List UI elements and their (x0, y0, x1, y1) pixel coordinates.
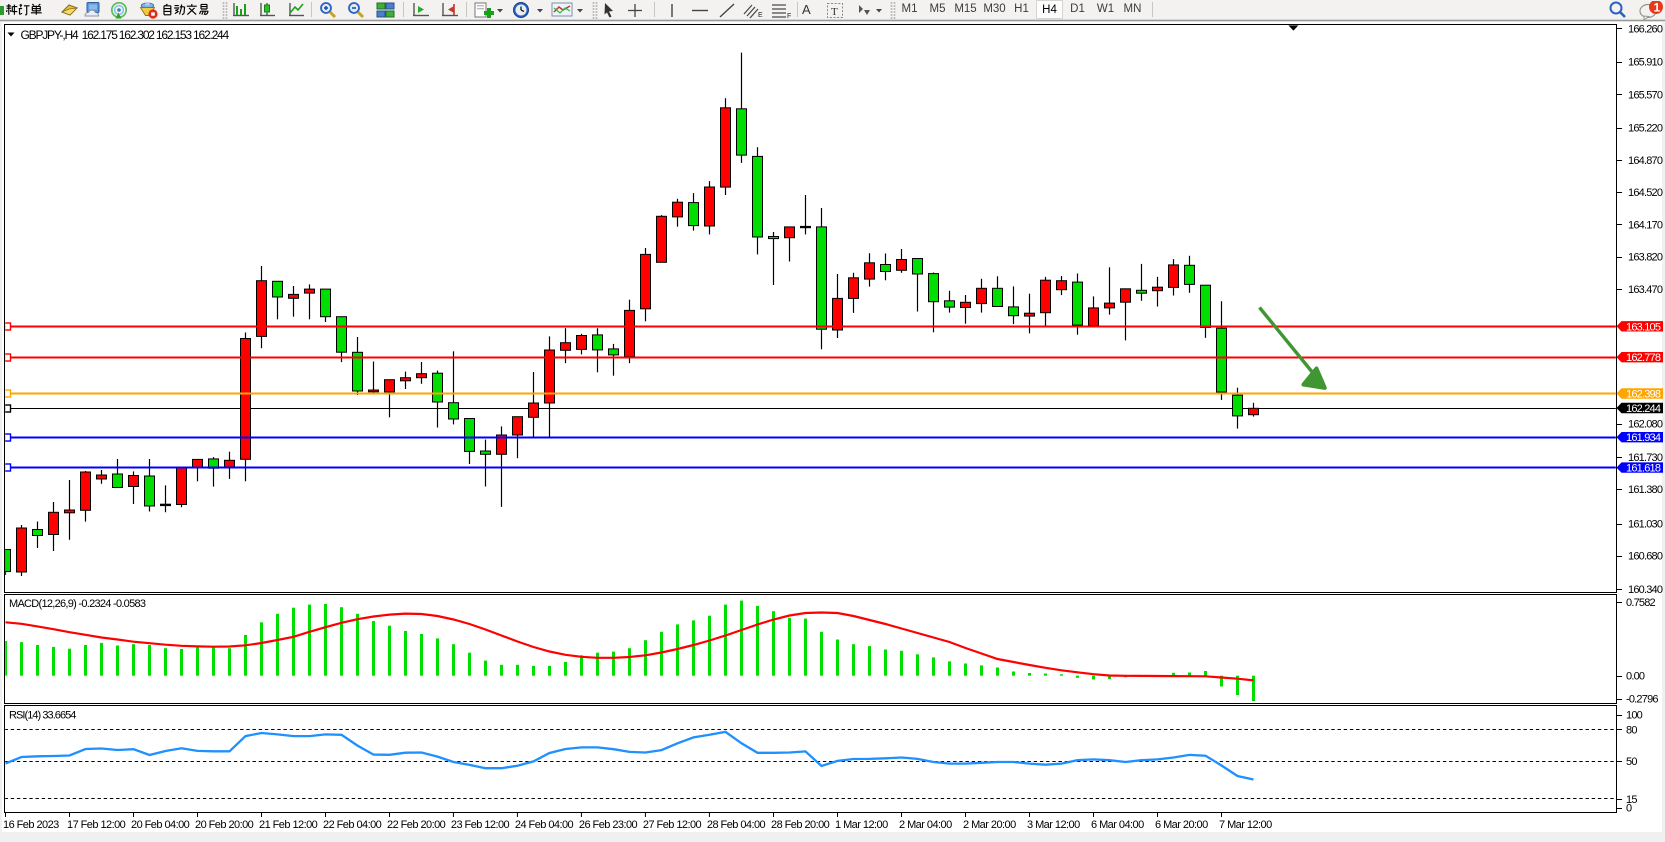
svg-text:161.934: 161.934 (1626, 432, 1661, 444)
svg-text:F: F (787, 13, 791, 19)
svg-text:162.398: 162.398 (1626, 389, 1661, 401)
svg-text:17 Feb 12:00: 17 Feb 12:00 (67, 819, 126, 831)
svg-text:2 Mar 20:00: 2 Mar 20:00 (963, 819, 1016, 831)
svg-text:16 Feb 2023: 16 Feb 2023 (3, 819, 59, 831)
svg-text:22 Feb 04:00: 22 Feb 04:00 (323, 819, 382, 831)
svg-text:MACD(12,26,9) -0.2324 -0.0583: MACD(12,26,9) -0.2324 -0.0583 (9, 598, 146, 610)
svg-text:162.244: 162.244 (1626, 403, 1661, 415)
svg-text:20 Feb 04:00: 20 Feb 04:00 (131, 819, 190, 831)
svg-text:6 Mar 04:00: 6 Mar 04:00 (1091, 819, 1144, 831)
svg-text:161.380: 161.380 (1628, 484, 1663, 496)
svg-text:E: E (758, 12, 763, 19)
svg-text:0.7582: 0.7582 (1626, 597, 1656, 609)
svg-text:28 Feb 20:00: 28 Feb 20:00 (771, 819, 830, 831)
svg-text:100: 100 (1626, 710, 1643, 722)
svg-text:0: 0 (1626, 803, 1632, 815)
svg-text:162.778: 162.778 (1626, 352, 1661, 364)
svg-text:160.340: 160.340 (1628, 584, 1663, 596)
svg-text:165.570: 165.570 (1628, 89, 1663, 101)
svg-text:164.170: 164.170 (1628, 219, 1663, 231)
svg-text:166.260: 166.260 (1628, 23, 1663, 35)
svg-text:164.520: 164.520 (1628, 187, 1663, 199)
svg-text:165.220: 165.220 (1628, 123, 1663, 135)
svg-text:2 Mar 04:00: 2 Mar 04:00 (899, 819, 952, 831)
svg-text:163.820: 163.820 (1628, 252, 1663, 264)
svg-text:28 Feb 04:00: 28 Feb 04:00 (707, 819, 766, 831)
svg-text:80: 80 (1626, 724, 1637, 736)
svg-text:165.910: 165.910 (1628, 57, 1663, 69)
svg-text:21 Feb 12:00: 21 Feb 12:00 (259, 819, 318, 831)
svg-text:24 Feb 04:00: 24 Feb 04:00 (515, 819, 574, 831)
svg-text:161.618: 161.618 (1626, 463, 1661, 475)
svg-text:23 Feb 12:00: 23 Feb 12:00 (451, 819, 510, 831)
svg-text:163.470: 163.470 (1628, 284, 1663, 296)
svg-text:0.00: 0.00 (1626, 671, 1645, 683)
svg-text:22 Feb 20:00: 22 Feb 20:00 (387, 819, 446, 831)
svg-text:20 Feb 20:00: 20 Feb 20:00 (195, 819, 254, 831)
svg-text:7 Mar 12:00: 7 Mar 12:00 (1219, 819, 1272, 831)
svg-text:RSI(14) 33.6654: RSI(14) 33.6654 (9, 710, 76, 722)
svg-text:GBPJPY-,H4 162.175 162.302 16: GBPJPY-,H4 162.175 162.302 162.153 162.2… (21, 28, 230, 42)
svg-text:6 Mar 20:00: 6 Mar 20:00 (1155, 819, 1208, 831)
svg-text:15: 15 (1626, 794, 1637, 806)
svg-text:-0.2796: -0.2796 (1626, 694, 1658, 706)
svg-text:162.080: 162.080 (1628, 419, 1663, 431)
svg-text:161.030: 161.030 (1628, 519, 1663, 531)
svg-text:1: 1 (1654, 1, 1661, 15)
svg-text:3 Mar 12:00: 3 Mar 12:00 (1027, 819, 1080, 831)
svg-text:50: 50 (1626, 756, 1637, 768)
svg-text:T: T (831, 6, 838, 18)
svg-text:26 Feb 23:00: 26 Feb 23:00 (579, 819, 638, 831)
svg-text:27 Feb 12:00: 27 Feb 12:00 (643, 819, 702, 831)
svg-text:1 Mar 12:00: 1 Mar 12:00 (835, 819, 888, 831)
svg-text:160.680: 160.680 (1628, 551, 1663, 563)
svg-text:161.730: 161.730 (1628, 452, 1663, 464)
svg-text:164.870: 164.870 (1628, 155, 1663, 167)
svg-text:163.105: 163.105 (1626, 321, 1661, 333)
